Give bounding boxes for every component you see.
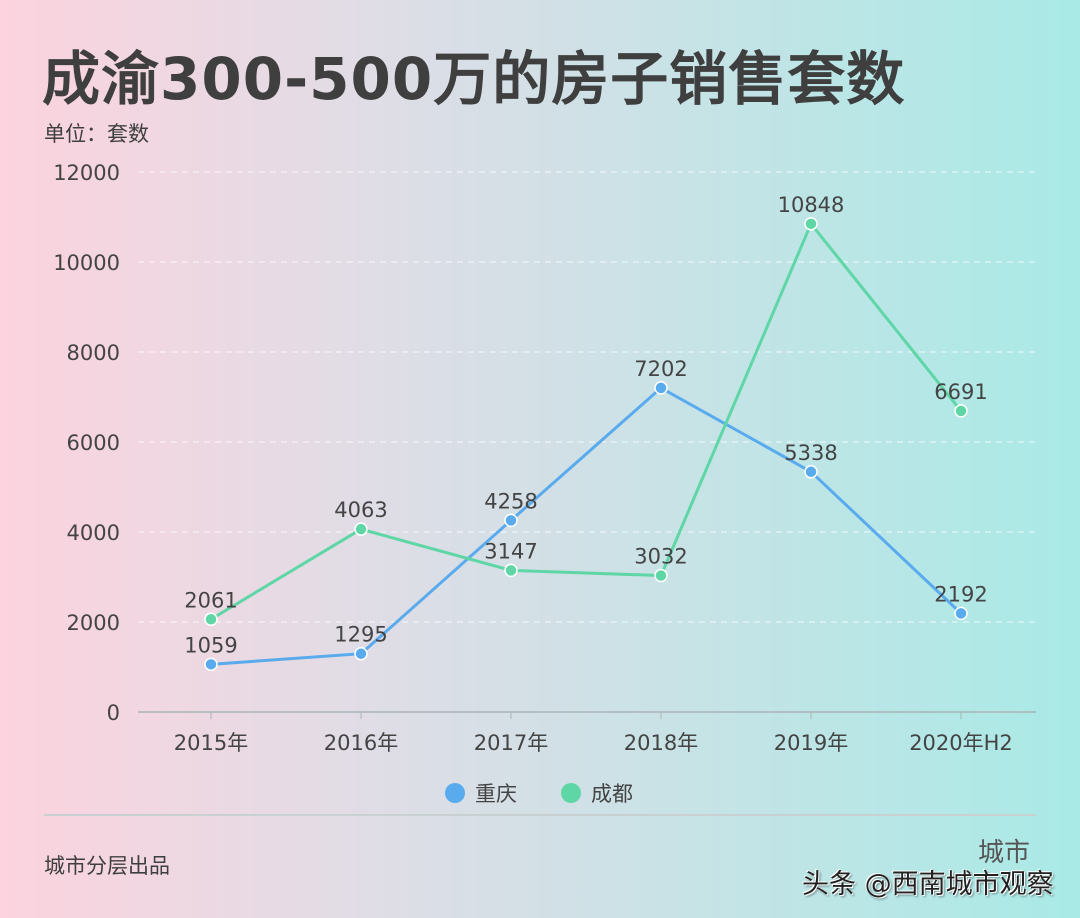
data-point [804, 465, 818, 479]
y-tick-label: 4000 [67, 521, 120, 545]
x-tick-label: 2019年 [774, 731, 848, 755]
data-point [354, 522, 368, 536]
data-label: 6691 [934, 380, 987, 404]
data-label: 1059 [184, 633, 237, 657]
data-point [504, 513, 518, 528]
y-tick-label: 6000 [67, 431, 120, 455]
data-point [504, 563, 518, 578]
data-point [654, 381, 668, 395]
data-label: 2061 [184, 588, 237, 612]
legend-label: 重庆 [475, 782, 517, 806]
data-point [954, 606, 968, 621]
legend-label: 成都 [591, 782, 633, 806]
data-label: 7202 [634, 357, 687, 381]
data-label: 3032 [634, 545, 687, 569]
data-label: 3147 [484, 539, 537, 563]
y-tick-label: 8000 [67, 341, 120, 365]
page-title: 成渝300-500万的房子销售套数 [42, 45, 906, 113]
x-tick-label: 2017年 [474, 731, 548, 755]
data-point [954, 404, 968, 418]
data-point [354, 646, 368, 661]
x-tick-label: 2020年H2 [909, 731, 1013, 755]
x-tick-label: 2016年 [324, 731, 398, 755]
credit-text: 城市分层出品 [44, 854, 170, 878]
watermark-seal: 城市 [978, 838, 1031, 868]
divider [44, 814, 1036, 816]
data-label: 5338 [784, 441, 837, 465]
data-point [654, 568, 668, 583]
data-point [804, 217, 818, 231]
data-point [204, 657, 218, 672]
data-label: 10848 [778, 193, 845, 217]
y-tick-label: 2000 [67, 611, 120, 635]
data-label: 4258 [484, 489, 537, 513]
y-tick-label: 12000 [53, 161, 120, 185]
data-point [204, 612, 218, 627]
legend-marker [561, 783, 581, 803]
unit-label: 单位：套数 [44, 122, 149, 146]
y-tick-label: 10000 [53, 251, 120, 275]
legend-marker [445, 783, 465, 803]
x-tick-label: 2015年 [174, 731, 248, 755]
data-label: 2192 [934, 582, 987, 606]
data-label: 1295 [334, 623, 387, 647]
y-tick-label: 0 [107, 701, 120, 725]
x-tick-label: 2018年 [624, 731, 698, 755]
series-line [210, 220, 963, 621]
data-label: 4063 [334, 498, 387, 522]
watermark-text: 头条 @西南城市观察 [802, 869, 1054, 900]
series-line [210, 386, 963, 666]
